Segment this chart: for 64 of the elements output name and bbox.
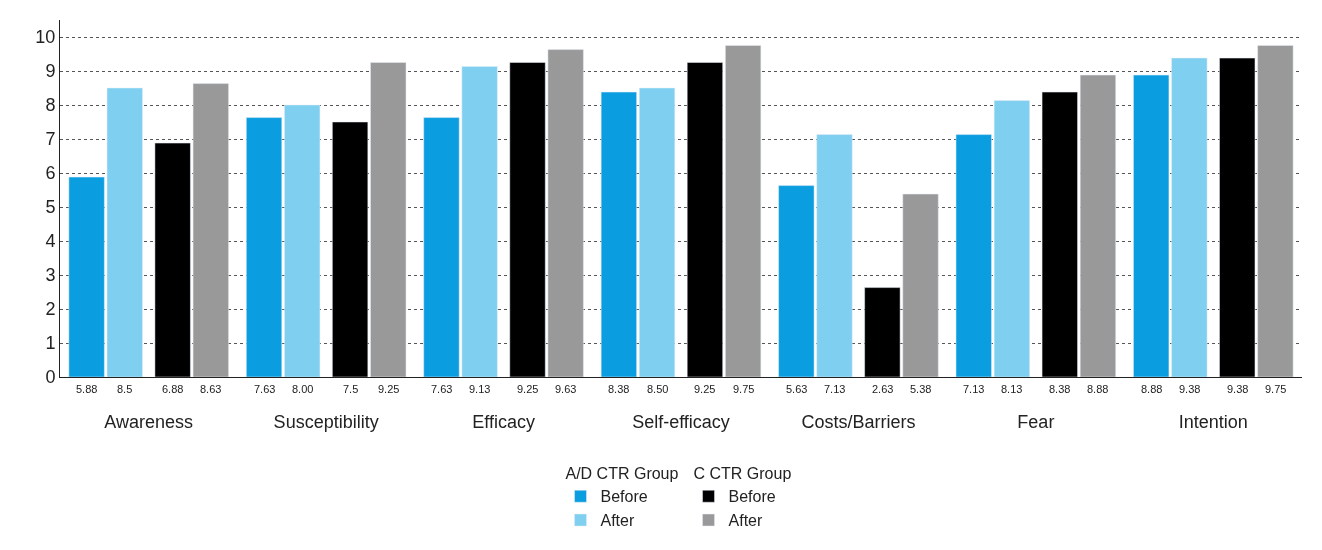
data-label: 8.38 (1049, 383, 1071, 395)
bar (370, 62, 407, 377)
bar (1079, 74, 1116, 377)
x-tick-label: Awareness (104, 411, 194, 432)
data-label: 8.63 (200, 383, 222, 395)
data-label: 9.38 (1227, 383, 1249, 395)
x-tick-label: Susceptibility (273, 411, 379, 432)
y-tick-label: 4 (45, 231, 56, 252)
bar (725, 45, 762, 377)
data-label: 8.50 (647, 383, 669, 395)
x-tick-label: Intention (1178, 411, 1248, 432)
data-label: 8.13 (1001, 383, 1023, 395)
y-tick-label: 2 (45, 299, 56, 320)
data-label: 8.38 (608, 383, 630, 395)
data-label: 7.13 (824, 383, 846, 395)
y-tick-label: 5 (45, 197, 56, 218)
bar (332, 121, 369, 377)
data-label: 9.13 (469, 383, 491, 395)
bar (600, 91, 637, 377)
y-tick-label: 3 (45, 265, 56, 286)
data-label: 9.75 (1265, 383, 1287, 395)
data-label: 8.88 (1087, 383, 1109, 395)
x-tick-label: Fear (1017, 411, 1055, 432)
legend-label: Before (728, 488, 776, 506)
x-tick-label: Efficacy (472, 411, 535, 432)
x-tick-label: Costs/Barriers (801, 411, 916, 432)
y-tick-label: 8 (45, 95, 56, 116)
data-label: 9.25 (694, 383, 716, 395)
data-label: 7.63 (254, 383, 276, 395)
data-label: 8.88 (1141, 383, 1163, 395)
bar (1041, 91, 1078, 377)
data-label: 6.88 (162, 383, 184, 395)
data-label: 9.25 (517, 383, 539, 395)
bar (993, 100, 1030, 377)
data-label: 5.88 (76, 383, 98, 395)
data-label: 5.63 (786, 383, 808, 395)
data-label: 7.5 (343, 383, 359, 395)
data-label: 7.63 (431, 383, 453, 395)
y-tick-label: 9 (45, 61, 56, 82)
y-tick-label: 10 (35, 27, 56, 48)
data-label: 8.5 (117, 383, 133, 395)
legend-label: After (728, 512, 763, 530)
y-tick-label: 7 (45, 129, 56, 150)
data-label: 9.38 (1179, 383, 1201, 395)
data-label: 9.25 (378, 383, 400, 395)
y-tick-label: 0 (45, 367, 56, 388)
bar (246, 117, 283, 377)
y-tick-label: 6 (45, 163, 56, 184)
bar (284, 104, 321, 377)
data-label: 5.38 (910, 383, 932, 395)
data-label: 7.13 (963, 383, 985, 395)
bar (955, 134, 992, 377)
bar (639, 87, 676, 377)
data-label: 8.00 (292, 383, 314, 395)
x-tick-label: Self-efficacy (632, 411, 730, 432)
y-tick-label: 1 (45, 333, 56, 354)
bar (686, 62, 723, 377)
text: A/D CTR Group (565, 464, 679, 482)
text: C CTR Group (693, 464, 792, 482)
data-label: 2.63 (872, 383, 894, 395)
data-label: 9.75 (733, 383, 755, 395)
legend-label: Before (600, 488, 648, 506)
data-label: 9.63 (555, 383, 577, 395)
legend-label: After (600, 512, 635, 530)
